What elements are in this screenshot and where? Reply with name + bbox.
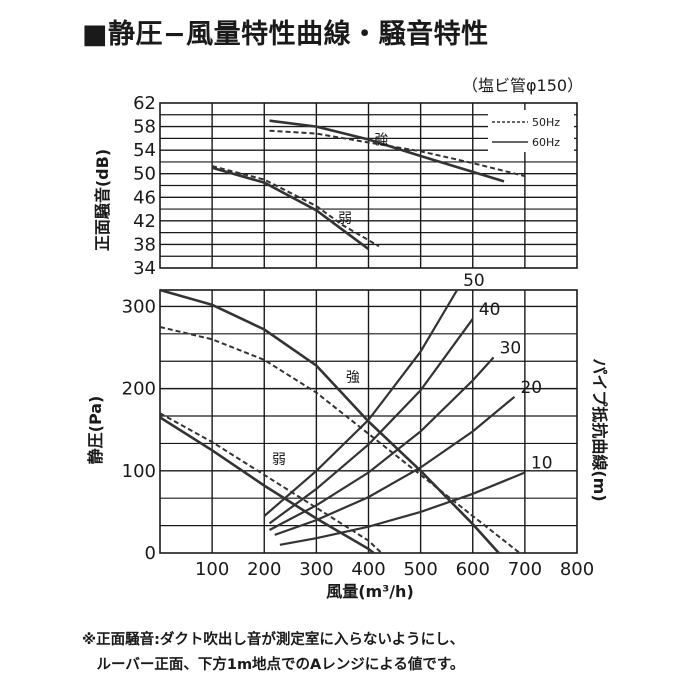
- x-tick-label: 700: [508, 559, 542, 580]
- pressure-ticks: 0 100 200 300 100 200 300 400 500 600 700 800: [122, 296, 595, 580]
- noise-legend: 50Hz 60Hz: [488, 110, 574, 152]
- noise-curves: [211, 119, 526, 251]
- press-curve-weak-50Hz: [159, 412, 383, 554]
- press-curve-label: 強: [346, 370, 360, 386]
- pipe-resistance-label: 50: [463, 271, 485, 291]
- x-tick-label: 600: [456, 559, 490, 580]
- pipe-resistance-curves: 50 40 30 20 10: [263, 271, 553, 546]
- noise-curve-weak-50Hz: [211, 165, 380, 248]
- x-tick-label: 800: [560, 559, 594, 580]
- noise-curve-strong-60Hz: [269, 119, 505, 183]
- noise-y-tick-label: 54: [133, 140, 156, 161]
- x-tick-label: 100: [195, 559, 229, 580]
- pipe-resistance-label: 40: [479, 300, 501, 320]
- x-axis-label: 風量(m³/h): [326, 582, 414, 601]
- x-tick-label: 200: [247, 559, 281, 580]
- press-curve-strong-50Hz: [159, 326, 521, 554]
- noise-curve-strong-50Hz: [269, 129, 526, 178]
- noise-y-tick-label: 46: [133, 187, 156, 208]
- noise-y-tick-label: 42: [133, 211, 156, 232]
- press-curve-weak-60Hz: [159, 416, 375, 555]
- noise-grid: [159, 102, 578, 269]
- pressure-curves: [159, 288, 521, 555]
- noise-curve-weak-60Hz: [211, 166, 370, 251]
- footnote: ※正面騒音:ダクト吹出し音が測定室に入らないようにし、 ルーバー正面、下方1m地…: [82, 628, 464, 678]
- pipe-resistance-label: 10: [531, 453, 553, 473]
- press-curve-strong-60Hz: [159, 288, 500, 554]
- footnote-line-2: ルーバー正面、下方1m地点でのAレンジによる値です。: [82, 657, 465, 673]
- pipe-resistance-curve-30: [268, 356, 495, 531]
- pipe-resistance-label: 20: [520, 378, 542, 398]
- pipe-resistance-curve-20: [274, 395, 516, 536]
- x-tick-label: 400: [351, 559, 385, 580]
- pressure-panel: 50 40 30 20 10 0 100 200 300 100 200 300 400 500 600 7…: [86, 271, 609, 601]
- legend-label: 50Hz: [532, 116, 560, 129]
- pipe-resistance-curve-10: [279, 471, 526, 546]
- pipe-resistance-curve-40: [268, 318, 474, 525]
- x-tick-label: 500: [403, 559, 437, 580]
- press-curve-label: 弱: [272, 452, 286, 468]
- noise-annotations: 強弱: [338, 132, 388, 227]
- noise-y-tick-label: 50: [133, 164, 156, 185]
- pressure-grid: [159, 289, 578, 554]
- noise-y-tick-label: 34: [133, 258, 156, 279]
- press-y-tick-label: 100: [122, 461, 156, 482]
- noise-y-tick-label: 38: [133, 234, 156, 255]
- noise-curve-label: 弱: [338, 211, 352, 227]
- page-title: ■静圧−風量特性曲線・騒音特性: [82, 19, 489, 50]
- chart-subtitle: （塩ビ管φ150）: [462, 76, 584, 95]
- legend-label: 60Hz: [532, 136, 560, 149]
- press-y-tick-label: 300: [122, 296, 156, 317]
- noise-y-axis-label: 正面騒音(dB): [93, 149, 112, 251]
- footnote-line-1: ※正面騒音:ダクト吹出し音が測定室に入らないようにし、: [82, 632, 465, 648]
- pressure-annotations: 強弱: [272, 370, 360, 468]
- pressure-y-axis-label: 静圧(Pa): [86, 396, 105, 465]
- press-y-tick-label: 0: [145, 543, 156, 564]
- noise-y-tick-label: 62: [133, 93, 156, 114]
- pipe-resistance-axis-label: パイプ抵抗曲線(m): [590, 358, 609, 501]
- noise-y-tick-label: 58: [133, 117, 156, 138]
- legend-box: [488, 110, 574, 152]
- noise-curve-label: 強: [375, 132, 389, 148]
- x-tick-label: 300: [299, 559, 333, 580]
- pipe-resistance-label: 30: [500, 338, 522, 358]
- press-y-tick-label: 200: [122, 379, 156, 400]
